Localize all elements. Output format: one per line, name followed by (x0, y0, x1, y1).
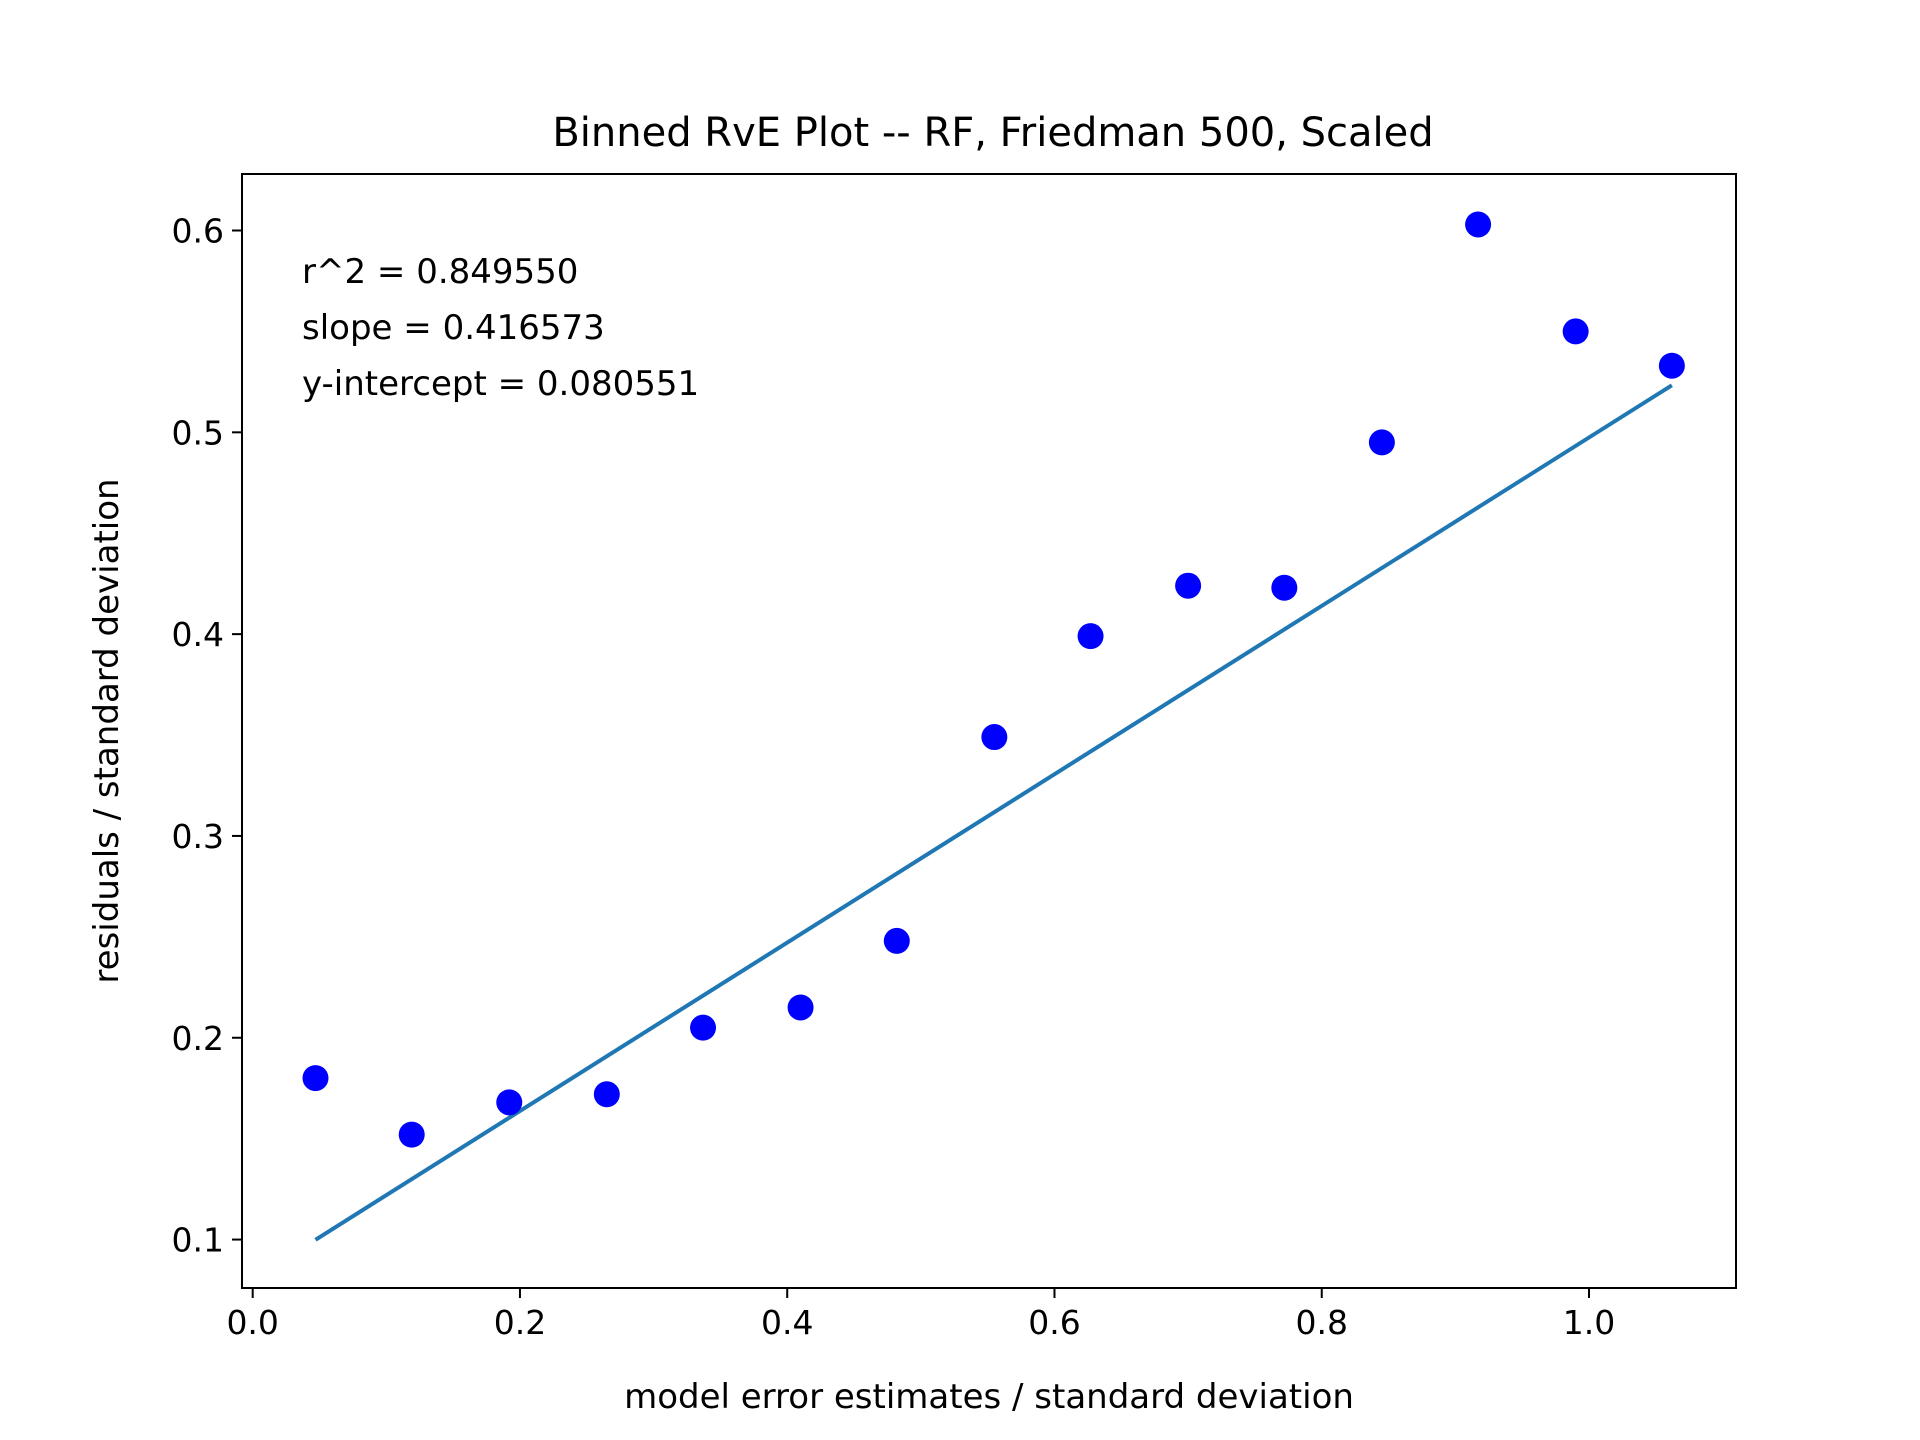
x-axis-label: model error estimates / standard deviati… (624, 1377, 1354, 1417)
x-tick-label: 0.0 (226, 1303, 278, 1342)
scatter-point (302, 1065, 329, 1092)
scatter-point (496, 1089, 523, 1116)
x-tick-label: 0.2 (494, 1303, 546, 1342)
scatter-point (1465, 211, 1492, 238)
annotation-y-intercept: y-intercept = 0.080551 (302, 364, 699, 404)
scatter-point (690, 1014, 717, 1041)
scatter-point (1658, 352, 1685, 379)
y-tick-label: 0.5 (172, 413, 224, 452)
series-layer (302, 211, 1685, 1242)
scatter-point (1271, 574, 1298, 601)
scatter-point (787, 994, 814, 1021)
annotation-slope: slope = 0.416573 (302, 308, 605, 348)
x-tick-label: 0.8 (1296, 1303, 1348, 1342)
fit-line (314, 383, 1673, 1242)
chart-title: Binned RvE Plot -- RF, Friedman 500, Sca… (552, 110, 1433, 156)
y-tick-label: 0.1 (172, 1221, 224, 1260)
y-axis-label: residuals / standard deviation (87, 478, 127, 983)
scatter-point (1368, 429, 1395, 456)
scatter-point (1175, 572, 1202, 599)
scatter-point (981, 724, 1008, 751)
axes-frame (241, 173, 1737, 1289)
y-axis-ticks: 0.1 0.2 0.3 0.4 0.5 0.6 (172, 212, 242, 1260)
x-tick-label: 0.6 (1028, 1303, 1080, 1342)
y-tick-label: 0.2 (172, 1019, 224, 1058)
scatter-point (593, 1081, 620, 1108)
x-tick-label: 0.4 (761, 1303, 813, 1342)
annotation-r-squared: r^2 = 0.849550 (302, 252, 578, 292)
x-axis-ticks: 0.0 0.2 0.4 0.6 0.8 1.0 (226, 1288, 1615, 1342)
x-tick-label: 1.0 (1563, 1303, 1615, 1342)
y-tick-label: 0.6 (172, 212, 224, 251)
y-tick-label: 0.3 (172, 817, 224, 856)
plot-area: 0.0 0.2 0.4 0.6 0.8 1.0 0.1 0.2 0.3 0.4 0.5 0.6 (172, 173, 1737, 1342)
y-tick-label: 0.4 (172, 615, 224, 654)
scatter-point (1562, 318, 1589, 345)
scatter-point (398, 1121, 425, 1148)
scatter-point (1077, 623, 1104, 650)
scatter-point (883, 927, 910, 954)
